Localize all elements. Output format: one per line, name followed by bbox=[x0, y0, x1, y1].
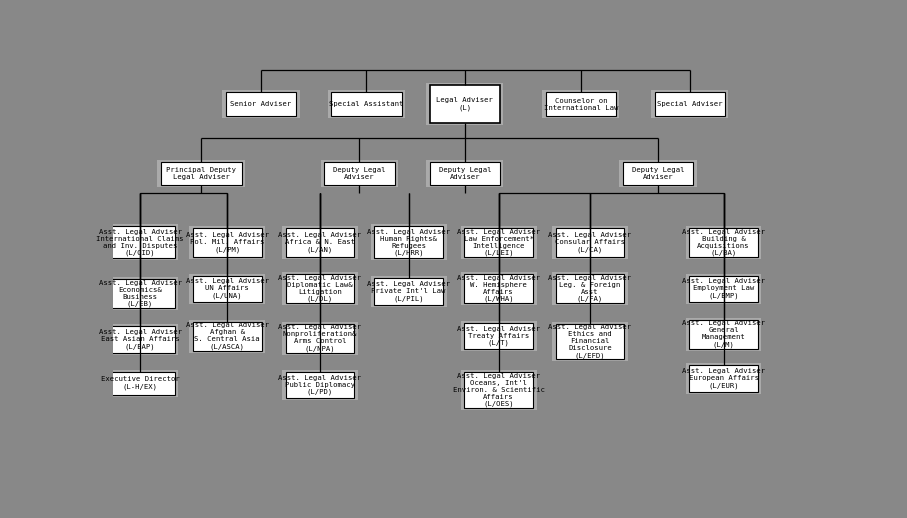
Bar bbox=[555, 228, 624, 257]
Text: Deputy Legal
Adviser: Deputy Legal Adviser bbox=[439, 167, 491, 180]
Text: Asst. Legal Adviser
Nonproliferation&
Arms Control
(L/NPA): Asst. Legal Adviser Nonproliferation& Ar… bbox=[278, 324, 362, 352]
Bar bbox=[461, 321, 537, 351]
Bar bbox=[651, 91, 728, 118]
Text: Asst. Legal Adviser
Afghan &
S. Central Asia
(L/ASCA): Asst. Legal Adviser Afghan & S. Central … bbox=[186, 322, 268, 350]
Text: Asst. Legal Adviser
UN Affairs
(L/UNA): Asst. Legal Adviser UN Affairs (L/UNA) bbox=[186, 279, 268, 299]
Bar bbox=[286, 324, 355, 353]
Text: Asst. Legal Adviser
East Asian Affairs
(L/EAP): Asst. Legal Adviser East Asian Affairs (… bbox=[99, 329, 181, 350]
Bar bbox=[371, 276, 446, 307]
Bar bbox=[102, 224, 178, 261]
Bar bbox=[552, 272, 628, 305]
Bar bbox=[461, 272, 537, 305]
Text: Asst. Legal Adviser
Treaty Affairs
(L/T): Asst. Legal Adviser Treaty Affairs (L/T) bbox=[457, 326, 541, 347]
Text: Asst. Legal Adviser
Law Enforcement*
Intelligence
(L/LEI): Asst. Legal Adviser Law Enforcement* Int… bbox=[457, 228, 541, 256]
Bar bbox=[461, 370, 537, 410]
Bar bbox=[619, 160, 697, 188]
Bar bbox=[222, 91, 299, 118]
Text: Asst. Legal Adviser
Africa & N. East
(L/AN): Asst. Legal Adviser Africa & N. East (L/… bbox=[278, 232, 362, 253]
Bar bbox=[105, 372, 174, 395]
Bar bbox=[461, 226, 537, 259]
Text: Asst. Legal Adviser
European Affairs
(L/EUR): Asst. Legal Adviser European Affairs (L/… bbox=[682, 368, 766, 388]
Text: Legal Adviser
(L): Legal Adviser (L) bbox=[436, 97, 493, 111]
Bar bbox=[689, 276, 758, 302]
Bar bbox=[371, 224, 446, 261]
Bar bbox=[426, 160, 503, 188]
Text: Asst. Legal Adviser
W. Hemisphere
Affairs
(L/WHA): Asst. Legal Adviser W. Hemisphere Affair… bbox=[457, 275, 541, 303]
Bar bbox=[686, 363, 762, 394]
Text: Asst. Legal Adviser
Leg. & Foreign
Asst
(L/FA): Asst. Legal Adviser Leg. & Foreign Asst … bbox=[549, 275, 631, 303]
Text: Asst. Legal Adviser
Public Diplomacy
(L/PD): Asst. Legal Adviser Public Diplomacy (L/… bbox=[278, 375, 362, 395]
Text: Special Assistant: Special Assistant bbox=[329, 101, 404, 107]
Bar bbox=[102, 277, 178, 310]
Bar bbox=[555, 275, 624, 303]
Bar bbox=[464, 323, 533, 349]
Bar bbox=[193, 322, 262, 351]
Text: Principal Deputy
Legal Adviser: Principal Deputy Legal Adviser bbox=[166, 167, 236, 180]
Bar bbox=[689, 320, 758, 349]
Bar bbox=[282, 226, 358, 259]
Text: Asst. Legal Adviser
General
Management
(L/M): Asst. Legal Adviser General Management (… bbox=[682, 321, 766, 348]
Bar bbox=[190, 320, 265, 353]
Bar bbox=[161, 162, 241, 185]
Bar bbox=[286, 275, 355, 303]
Bar bbox=[193, 228, 262, 257]
Bar bbox=[226, 93, 297, 116]
Bar bbox=[190, 226, 265, 259]
Bar bbox=[686, 318, 762, 351]
Bar bbox=[157, 160, 245, 188]
Bar bbox=[190, 274, 265, 304]
Bar bbox=[105, 226, 174, 258]
Bar bbox=[375, 278, 443, 305]
Bar bbox=[331, 93, 402, 116]
Bar bbox=[542, 91, 619, 118]
Bar bbox=[426, 83, 503, 125]
Text: Asst. Legal Adviser
Consular Affairs
(L/CA): Asst. Legal Adviser Consular Affairs (L/… bbox=[549, 232, 631, 253]
Text: Deputy Legal
Adviser: Deputy Legal Adviser bbox=[632, 167, 685, 180]
Bar bbox=[286, 372, 355, 398]
Bar bbox=[430, 162, 500, 185]
Bar bbox=[286, 228, 355, 257]
Bar bbox=[282, 370, 358, 400]
Text: Asst. Legal Adviser
Ethics and
Financial
Disclosure
(L/EFD): Asst. Legal Adviser Ethics and Financial… bbox=[549, 324, 631, 358]
Bar bbox=[552, 226, 628, 259]
Bar bbox=[325, 162, 395, 185]
Text: Asst. Legal Adviser
Private Int'l Law
(L/PIL): Asst. Legal Adviser Private Int'l Law (L… bbox=[367, 281, 450, 302]
Text: Asst. Legal Adviser
Pol. Mil. Affairs
(L/PM): Asst. Legal Adviser Pol. Mil. Affairs (L… bbox=[186, 232, 268, 253]
Bar bbox=[327, 91, 405, 118]
Bar bbox=[464, 228, 533, 257]
Text: Executive Director
(L-H/EX): Executive Director (L-H/EX) bbox=[101, 377, 180, 390]
Bar bbox=[546, 93, 616, 116]
Bar bbox=[105, 326, 174, 353]
Bar bbox=[555, 324, 624, 358]
Text: Asst. Legal Adviser
Human Rights&
Refugees
(L/HRR): Asst. Legal Adviser Human Rights& Refuge… bbox=[367, 228, 450, 256]
Text: Asst. Legal Adviser
Building &
Acquisitions
(L/BA): Asst. Legal Adviser Building & Acquisiti… bbox=[682, 228, 766, 256]
Bar bbox=[102, 324, 178, 354]
Text: Counselor on
International Law: Counselor on International Law bbox=[543, 97, 618, 110]
Bar bbox=[282, 322, 358, 354]
Text: Asst. Legal Adviser
Diplomatic Law&
Litigation
(L/DL): Asst. Legal Adviser Diplomatic Law& Liti… bbox=[278, 275, 362, 303]
Bar bbox=[102, 370, 178, 397]
Bar bbox=[655, 93, 725, 116]
Text: Asst. Legal Adviser
Oceans, Int'l
Environ. & Scientific
Affairs
(L/OES): Asst. Legal Adviser Oceans, Int'l Enviro… bbox=[453, 373, 544, 407]
Bar bbox=[282, 272, 358, 305]
Bar bbox=[689, 365, 758, 392]
Bar bbox=[689, 228, 758, 257]
Bar bbox=[464, 275, 533, 303]
Bar bbox=[464, 372, 533, 408]
Bar bbox=[623, 162, 693, 185]
Bar bbox=[686, 226, 762, 259]
Text: Asst. Legal Adviser
Economics&
Business
(L/EB): Asst. Legal Adviser Economics& Business … bbox=[99, 280, 181, 307]
Bar bbox=[193, 276, 262, 302]
Text: Senior Adviser: Senior Adviser bbox=[230, 101, 292, 107]
Bar bbox=[686, 274, 762, 304]
Text: Deputy Legal
Adviser: Deputy Legal Adviser bbox=[333, 167, 385, 180]
Text: Asst. Legal Adviser
International Claims
and Inv. Disputes
(L/CID): Asst. Legal Adviser International Claims… bbox=[96, 228, 184, 256]
Bar bbox=[552, 322, 628, 361]
Text: Asst. Legal Adviser
Employment Law
(L/EMP): Asst. Legal Adviser Employment Law (L/EM… bbox=[682, 279, 766, 299]
Text: Special Adviser: Special Adviser bbox=[657, 101, 723, 107]
Bar bbox=[321, 160, 398, 188]
Bar bbox=[430, 85, 500, 123]
Bar bbox=[375, 226, 443, 258]
Bar bbox=[105, 279, 174, 308]
